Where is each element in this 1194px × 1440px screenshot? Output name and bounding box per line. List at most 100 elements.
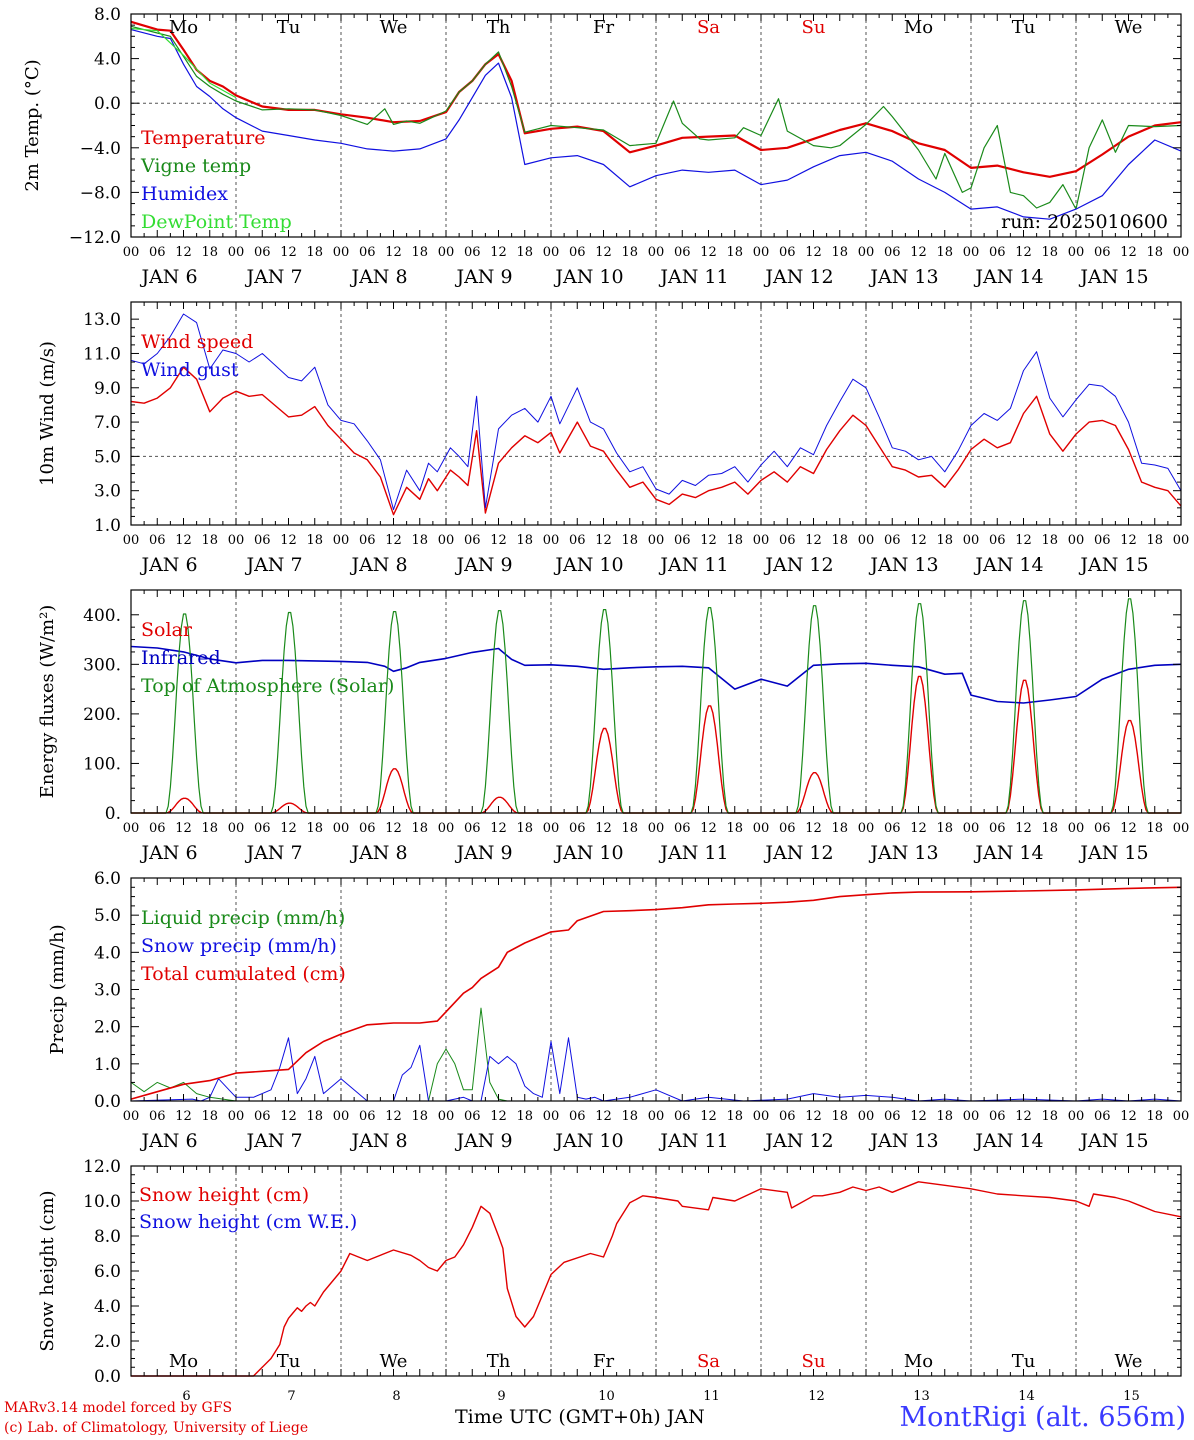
date-label: JAN 12 [763,842,833,864]
hour-tick-label: 00 [753,821,770,836]
weekday-label: We [1115,1351,1143,1372]
hour-tick-label: 06 [254,821,271,836]
y-tick-label: 400. [83,606,121,626]
y-tick-label: 0.0 [94,1367,121,1387]
hour-tick-label: 18 [306,821,323,836]
hour-tick-label: 00 [1173,821,1190,836]
run-label: run: 2025010600 [1001,211,1168,233]
hour-tick-label: 18 [936,1109,953,1124]
hour-tick-label: 18 [726,533,743,548]
hour-tick-label: 00 [963,821,980,836]
weekday-label: Su [802,17,826,38]
hour-tick-label: 12 [385,245,402,260]
hour-tick-label: 18 [831,821,848,836]
hour-tick-label: 18 [201,821,218,836]
hour-tick-label: 18 [1146,245,1163,260]
hour-tick-label: 18 [621,533,638,548]
hour-tick-label: 12 [490,821,507,836]
legend-dewpoint-temp: DewPoint Temp [141,211,292,233]
hour-tick-label: 00 [438,245,455,260]
legend-wind-gust: Wind gust [141,359,239,381]
weekday-label: Sa [697,1351,720,1372]
hour-tick-label: 00 [858,821,875,836]
legend-vigne-temp: Vigne temp [140,155,251,177]
date-label: JAN 8 [349,266,407,288]
hour-tick-label: 12 [175,533,192,548]
date-label: JAN 13 [868,1130,938,1152]
hour-tick-label: 18 [1146,1109,1163,1124]
hour-tick-label: 18 [201,1109,218,1124]
y-tick-label: 9.0 [94,379,121,399]
hour-tick-label: 00 [963,1109,980,1124]
hour-tick-label: 12 [595,245,612,260]
hour-tick-label: 00 [753,533,770,548]
hour-tick-label: 00 [123,821,140,836]
hour-tick-label: 06 [884,533,901,548]
date-label: JAN 12 [763,554,833,576]
hour-tick-label: 12 [175,245,192,260]
series-line-snow-height-cm- [131,1181,1182,1377]
date-label: JAN 9 [454,554,512,576]
hour-tick-label: 12 [1120,533,1137,548]
hour-tick-label: 18 [831,1109,848,1124]
hour-tick-label: 12 [1120,1109,1137,1124]
hour-tick-label: 06 [779,245,796,260]
hour-tick-label: 00 [1173,245,1190,260]
y-tick-label: 4.0 [94,1297,121,1317]
hour-tick-label: 00 [1173,1109,1190,1124]
date-label: JAN 6 [139,266,197,288]
hour-tick-label: 00 [438,1109,455,1124]
weekday-label: Tu [277,1351,301,1372]
hour-tick-label: 12 [1015,245,1032,260]
date-label: JAN 13 [868,266,938,288]
date-label: JAN 7 [244,842,302,864]
hour-tick-label: 06 [464,1109,481,1124]
hour-tick-label: 06 [359,1109,376,1124]
day-number-label: 12 [808,1389,825,1404]
hour-tick-label: 18 [831,245,848,260]
date-label: JAN 6 [139,554,197,576]
y-tick-label: 11.0 [83,344,121,364]
hour-tick-label: 12 [490,1109,507,1124]
hour-tick-label: 06 [254,1109,271,1124]
hour-tick-label: 18 [306,533,323,548]
date-label: JAN 6 [139,842,197,864]
hour-tick-label: 18 [936,821,953,836]
date-label: JAN 11 [658,266,728,288]
y-axis-label: 10m Wind (m/s) [37,341,58,486]
y-tick-label: 2.0 [94,1018,121,1038]
date-label: JAN 7 [244,266,302,288]
hour-tick-label: 00 [333,1109,350,1124]
y-tick-label: −4.0 [80,139,121,159]
hour-tick-label: 06 [464,821,481,836]
hour-tick-label: 12 [280,1109,297,1124]
hour-tick-label: 12 [280,821,297,836]
hour-tick-label: 06 [149,533,166,548]
hour-tick-label: 06 [779,821,796,836]
day-number-label: 15 [1123,1389,1140,1404]
hour-tick-label: 12 [1015,821,1032,836]
hour-tick-label: 06 [569,533,586,548]
hour-tick-label: 12 [700,821,717,836]
y-tick-label: 300. [83,655,121,675]
panel-3: 0. 100. 200. 300. 400. Energy fluxes (W/m²) 00… [37,589,1190,864]
hour-tick-label: 12 [280,533,297,548]
hour-tick-label: 06 [359,821,376,836]
hour-tick-label: 12 [175,821,192,836]
y-axis-label: Energy fluxes (W/m²) [37,605,58,799]
hour-tick-label: 18 [936,245,953,260]
hour-tick-label: 18 [621,1109,638,1124]
hour-tick-label: 00 [333,245,350,260]
hour-tick-label: 12 [385,1109,402,1124]
panel-2: 1.0 3.0 5.0 7.0 9.0 11.0 13.0 10m Wind (m/s) 00 0… [37,301,1189,576]
day-number-label: 6 [182,1389,190,1404]
hour-tick-label: 18 [1146,533,1163,548]
date-label: JAN 7 [244,554,302,576]
hour-tick-label: 18 [1041,533,1058,548]
legend-wind-speed: Wind speed [141,331,253,353]
date-label: JAN 10 [553,842,623,864]
hour-tick-label: 12 [595,533,612,548]
hour-tick-label: 18 [411,533,428,548]
date-label: JAN 15 [1078,266,1148,288]
